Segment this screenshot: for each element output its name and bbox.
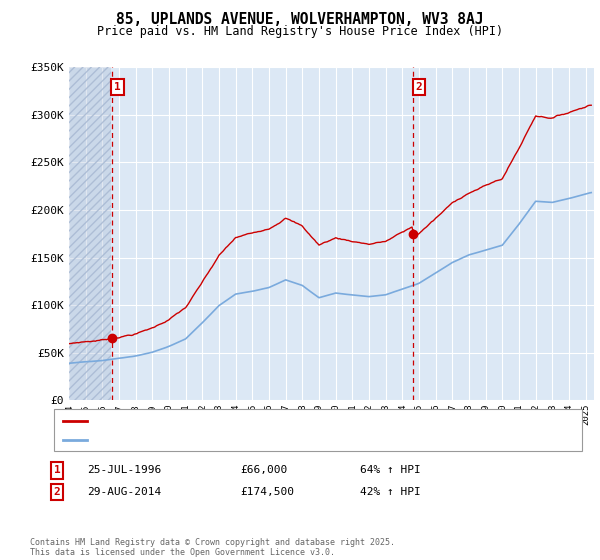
Text: 64% ↑ HPI: 64% ↑ HPI	[360, 465, 421, 475]
Text: 1: 1	[114, 82, 121, 92]
Text: £66,000: £66,000	[240, 465, 287, 475]
Bar	[69, 67, 112, 400]
Text: Price paid vs. HM Land Registry's House Price Index (HPI): Price paid vs. HM Land Registry's House …	[97, 25, 503, 38]
Text: 85, UPLANDS AVENUE, WOLVERHAMPTON, WV3 8AJ (semi-detached house): 85, UPLANDS AVENUE, WOLVERHAMPTON, WV3 8…	[91, 416, 475, 426]
Text: 2: 2	[53, 487, 61, 497]
Bar	[69, 67, 112, 400]
Text: Contains HM Land Registry data © Crown copyright and database right 2025.
This d: Contains HM Land Registry data © Crown c…	[30, 538, 395, 557]
Text: HPI: Average price, semi-detached house, Wolverhampton: HPI: Average price, semi-detached house,…	[91, 435, 415, 445]
Text: 29-AUG-2014: 29-AUG-2014	[87, 487, 161, 497]
Text: 42% ↑ HPI: 42% ↑ HPI	[360, 487, 421, 497]
Text: 85, UPLANDS AVENUE, WOLVERHAMPTON, WV3 8AJ: 85, UPLANDS AVENUE, WOLVERHAMPTON, WV3 8…	[116, 12, 484, 27]
Text: 2: 2	[416, 82, 422, 92]
Text: 1: 1	[53, 465, 61, 475]
Text: £174,500: £174,500	[240, 487, 294, 497]
Text: 25-JUL-1996: 25-JUL-1996	[87, 465, 161, 475]
